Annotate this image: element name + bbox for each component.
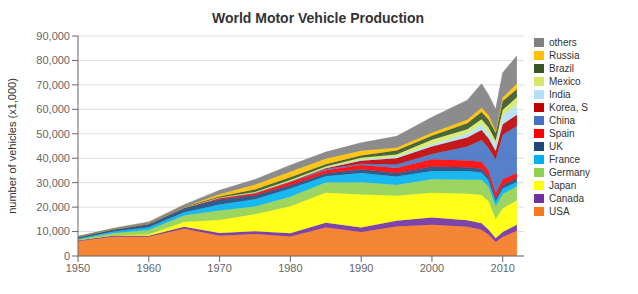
html-text:Korea, S: Korea, S xyxy=(549,102,588,113)
html-text:Canada: Canada xyxy=(549,193,584,204)
svg-text:20,000: 20,000 xyxy=(36,201,70,213)
svg-text:50,000: 50,000 xyxy=(36,128,70,140)
html-text:USA: USA xyxy=(549,206,570,217)
svg-text:1980: 1980 xyxy=(278,262,302,274)
html-text:Russia: Russia xyxy=(549,50,580,61)
svg-text:1950: 1950 xyxy=(66,262,90,274)
html-text:others: others xyxy=(549,37,577,48)
svg-text:1960: 1960 xyxy=(137,262,161,274)
html-text:Mexico: Mexico xyxy=(549,76,581,87)
svg-text:10,000: 10,000 xyxy=(36,225,70,237)
svg-text:1990: 1990 xyxy=(349,262,373,274)
svg-text:0: 0 xyxy=(64,250,70,262)
html-text:China: China xyxy=(549,115,576,126)
svg-text:2010: 2010 xyxy=(491,262,515,274)
svg-text:90,000: 90,000 xyxy=(36,30,70,42)
svg-text:2000: 2000 xyxy=(420,262,444,274)
svg-text:70,000: 70,000 xyxy=(36,79,70,91)
svg-text:40,000: 40,000 xyxy=(36,152,70,164)
html-text:Germany: Germany xyxy=(549,167,591,178)
html-text:India: India xyxy=(549,89,571,100)
svg-text:80,000: 80,000 xyxy=(36,54,70,66)
svg-text:number of vehicles (x1,000): number of vehicles (x1,000) xyxy=(8,78,18,214)
html-text:World Motor Vehicle Production: World Motor Vehicle Production xyxy=(212,10,424,26)
html-text:Spain: Spain xyxy=(549,128,575,139)
svg-text:60,000: 60,000 xyxy=(36,103,70,115)
html-text:Japan: Japan xyxy=(549,180,577,191)
svg-text:30,000: 30,000 xyxy=(36,177,70,189)
svg-text:1970: 1970 xyxy=(207,262,231,274)
html-text:France: France xyxy=(549,154,581,165)
html-text:UK: UK xyxy=(549,141,563,152)
html-text:Brazil: Brazil xyxy=(549,63,574,74)
